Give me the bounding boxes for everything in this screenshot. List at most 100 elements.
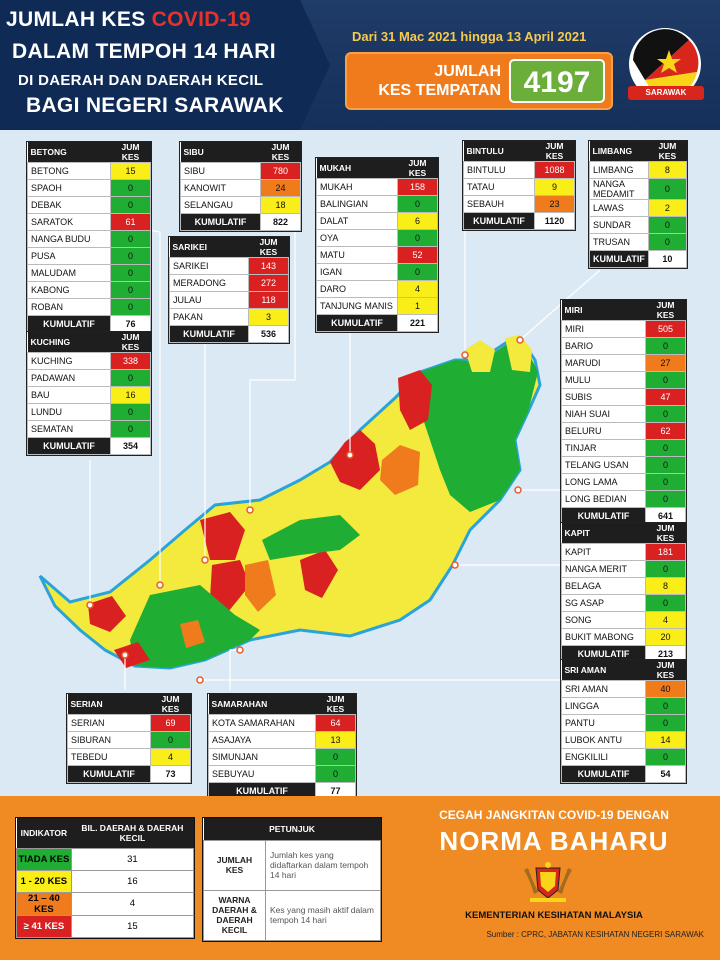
district-cases: 505 [645, 320, 686, 338]
cumulative-value: 1120 [534, 212, 575, 230]
map-marker-sriaman [196, 676, 204, 684]
district-row: JULAU 118 [169, 291, 289, 309]
district-name: SG ASAP [561, 594, 646, 612]
district-name: NANGA MERIT [561, 560, 646, 578]
district-row: TRUSAN 0 [589, 233, 688, 251]
district-row: BINTULU 1088 [463, 161, 575, 179]
district-cases: 143 [248, 257, 289, 275]
district-name: LINGGA [561, 697, 646, 715]
district-name: PUSA [27, 247, 111, 265]
card-kapit: KAPIT JUM KES KAPIT 181 NANGA MERIT 0 BELAGA 8 S… [560, 522, 687, 664]
indicator-col-2: BIL. DAERAH & DAERAH KECIL [71, 818, 194, 848]
total-cases-box: JUMLAH KES TEMPATAN 4197 [345, 52, 613, 110]
district-row: MARUDI 27 [561, 354, 686, 372]
district-row: SERIAN 69 [67, 714, 191, 732]
district-name: MERADONG [169, 274, 249, 292]
card-sarikei: SARIKEI JUM KES SARIKEI 143 MERADONG 272 JULAU… [168, 236, 290, 344]
district-row: BARIO 0 [561, 337, 686, 355]
district-cases: 52 [397, 246, 438, 264]
campaign-text: CEGAH JANGKITAN COVID-19 DENGAN [439, 808, 669, 822]
district-name: KUCHING [27, 352, 111, 370]
district-name: LUNDU [27, 403, 111, 421]
district-cases: 0 [315, 748, 356, 766]
total-cases-label: JUMLAH KES TEMPATAN [378, 63, 501, 99]
district-name: BELAGA [561, 577, 646, 595]
legend-desc: Jumlah kes yang didaftarkan dalam tempoh… [265, 839, 381, 891]
district-name: TELANG USAN [561, 456, 646, 474]
date-range: Dari 31 Mac 2021 hingga 13 April 2021 [352, 29, 587, 44]
district-cases: 23 [534, 195, 575, 213]
district-name: KANOWIT [180, 179, 261, 197]
region-kanowit [245, 560, 276, 612]
district-row: SUNDAR 0 [589, 216, 688, 234]
card-bintulu: BINTULU JUM KES BINTULU 1088 TATAU 9 SEBAUH 23 K… [462, 140, 576, 231]
district-name: PANTU [561, 714, 646, 732]
card-title: BETONG [27, 142, 111, 163]
district-cases: 0 [645, 594, 686, 612]
district-cases: 0 [645, 490, 686, 508]
district-row: SEMATAN 0 [27, 420, 151, 438]
district-cases: 8 [645, 577, 686, 595]
district-cases: 158 [397, 178, 438, 196]
card-title: BINTULU [463, 141, 535, 162]
district-name: SRI AMAN [561, 680, 646, 698]
cumulative-value: 536 [248, 325, 289, 343]
card-col-header: JUM KES [110, 332, 151, 353]
district-row: TEBEDU 4 [67, 748, 191, 766]
card-miri: MIRI JUM KES MIRI 505 BARIO 0 MARUDI 27 MULU 0 SUB… [560, 299, 687, 526]
district-name: BAU [27, 386, 111, 404]
district-row: SONG 4 [561, 611, 686, 629]
district-name: LONG BEDIAN [561, 490, 646, 508]
district-cases: 64 [315, 714, 356, 732]
district-cases: 0 [110, 247, 151, 265]
district-row: NANGA BUDU 0 [27, 230, 151, 248]
map-marker-kuching [86, 601, 94, 609]
district-cases: 0 [645, 697, 686, 715]
indicator-row: TIADA KES 31 [16, 847, 195, 871]
indicator-label: 1 - 20 KES [16, 869, 72, 893]
district-cases: 0 [397, 195, 438, 213]
district-name: SEBAUH [463, 195, 535, 213]
district-row: NANGA MEDAMIT 0 [589, 178, 688, 200]
map-marker-limbang [516, 336, 524, 344]
district-row: SIBURAN 0 [67, 731, 191, 749]
title-line-4: BAGI NEGERI SARAWAK [26, 94, 284, 117]
district-cases: 24 [260, 179, 301, 197]
card-betong: BETONG JUM KES BETONG 15 SPAOH 0 DEBAK 0 SARATOK… [26, 141, 152, 334]
district-cases: 0 [110, 196, 151, 214]
district-row: KOTA SAMARAHAN 64 [208, 714, 356, 732]
district-cases: 0 [110, 281, 151, 299]
district-row: SG ASAP 0 [561, 594, 686, 612]
card-title: LIMBANG [589, 141, 649, 162]
district-name: LUBOK ANTU [561, 731, 646, 749]
map-marker-kapit [451, 561, 459, 569]
map-marker-serian [121, 651, 129, 659]
district-name: PAKAN [169, 308, 249, 326]
indicator-col-1: INDIKATOR [16, 818, 72, 848]
district-row: MUKAH 158 [316, 178, 438, 196]
district-cases: 0 [110, 264, 151, 282]
district-cases: 0 [647, 233, 688, 251]
district-name: PADAWAN [27, 369, 111, 387]
cumulative-value: 76 [110, 315, 151, 333]
district-name: LAWAS [589, 199, 649, 217]
cumulative-label: KUMULATIF [27, 315, 111, 333]
district-row: PADAWAN 0 [27, 369, 151, 387]
district-row: ASAJAYA 13 [208, 731, 356, 749]
map-marker-miri [514, 486, 522, 494]
cumulative-value: 54 [645, 765, 686, 783]
header-title-panel [0, 0, 330, 130]
card-title: SERIAN [67, 694, 151, 715]
district-name: DEBAK [27, 196, 111, 214]
cumulative-label: KUMULATIF [589, 250, 649, 268]
district-name: SARIKEI [169, 257, 249, 275]
district-row: SEBAUH 23 [463, 195, 575, 213]
cumulative-value: 822 [260, 213, 301, 231]
card-col-header: JUM KES [315, 694, 356, 715]
legend-table: PETUNJUK JUMLAH KES Jumlah kes yang didaf… [202, 817, 382, 942]
district-cases: 118 [248, 291, 289, 309]
card-col-header: JUM KES [110, 142, 151, 163]
district-cases: 0 [645, 456, 686, 474]
cumulative-value: 221 [397, 314, 438, 332]
region-bintulu [330, 430, 380, 490]
